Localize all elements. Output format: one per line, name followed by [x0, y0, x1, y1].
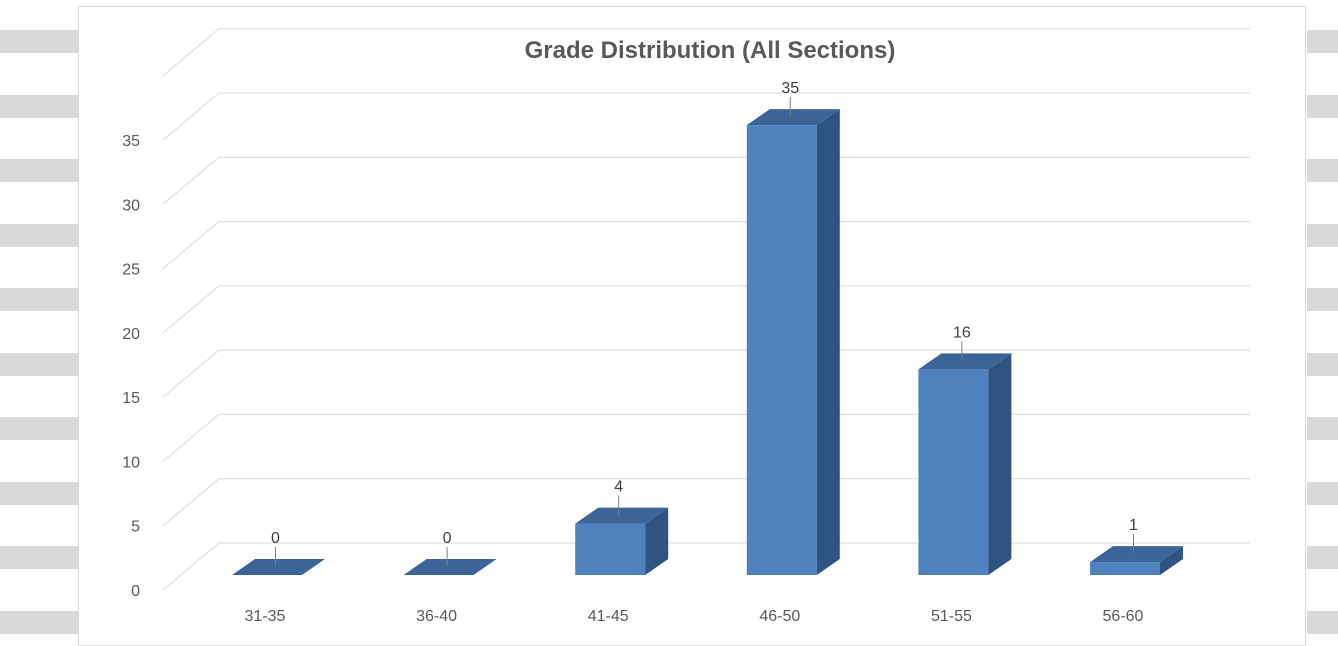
- data-label: 35: [781, 80, 799, 97]
- left-gutter: [0, 0, 78, 638]
- gridlines: [162, 28, 1250, 591]
- y-tick-label: 20: [122, 326, 140, 343]
- x-tick-label: 31-35: [245, 608, 286, 625]
- bar-front: [1090, 562, 1160, 575]
- x-tick-label: 56-60: [1103, 608, 1144, 625]
- x-tick-label: 51-55: [931, 608, 972, 625]
- y-tick-label: 35: [122, 133, 140, 150]
- data-label: 4: [614, 479, 623, 496]
- gutter-band: [1307, 546, 1338, 569]
- bar-side: [1160, 546, 1183, 575]
- bar-side: [988, 353, 1012, 575]
- bar-side: [645, 507, 669, 575]
- gutter-band: [0, 352, 78, 376]
- gutter-band: [0, 159, 78, 182]
- x-tick-label: 41-45: [588, 608, 629, 625]
- data-label: 16: [953, 324, 971, 341]
- bar: [746, 109, 840, 576]
- bar-front: [918, 369, 989, 575]
- bar-top: [232, 559, 325, 575]
- bar: [403, 559, 497, 575]
- gridline-diagonal: [162, 92, 220, 141]
- gutter-band: [1307, 352, 1338, 376]
- gutter-band: [1307, 223, 1338, 247]
- y-tick-label: 25: [122, 262, 140, 279]
- data-label: 1: [1129, 517, 1138, 534]
- bar-top: [746, 109, 840, 126]
- bar-top: [403, 559, 497, 575]
- bars: [232, 109, 1183, 576]
- data-label: 0: [271, 530, 280, 547]
- y-tick-label: 30: [122, 197, 140, 214]
- gutter-band: [0, 417, 78, 440]
- gutter-band: [1307, 481, 1338, 505]
- gutter-band: [0, 223, 78, 247]
- gutter-band: [0, 610, 78, 634]
- x-tick-label: 36-40: [416, 608, 457, 625]
- gutter-band: [0, 288, 78, 311]
- gridline-diagonal: [162, 285, 220, 334]
- gridline-diagonal: [162, 28, 220, 77]
- bar-top: [575, 507, 669, 524]
- gridline-diagonal: [162, 414, 220, 462]
- chart-title: Grade Distribution (All Sections): [525, 37, 896, 64]
- bar-front: [746, 125, 817, 576]
- gridline-diagonal: [162, 478, 220, 527]
- gutter-band: [1307, 159, 1338, 182]
- gutter-band: [1307, 30, 1338, 53]
- bar-top: [918, 353, 1012, 370]
- chart-area: [78, 6, 1306, 646]
- bar: [1090, 546, 1183, 575]
- gutter-band: [0, 481, 78, 505]
- bar-front: [575, 523, 646, 575]
- x-axis-tick-labels: 31-35 36-40 41-45 46-50 51-55 56-60: [245, 608, 1144, 625]
- bar: [918, 353, 1012, 575]
- right-gutter: [1307, 0, 1338, 638]
- y-tick-label: 15: [122, 390, 140, 407]
- bar: [232, 559, 325, 575]
- y-tick-label: 5: [131, 519, 140, 536]
- y-axis-tick-labels: 0 5 10 15 20 25 30 35: [122, 133, 140, 600]
- bar-top: [1090, 546, 1183, 563]
- gutter-band: [1307, 610, 1338, 634]
- gutter-band: [0, 94, 78, 118]
- y-tick-label: 0: [131, 583, 140, 600]
- x-tick-label: 46-50: [759, 608, 800, 625]
- data-label: 0: [443, 530, 452, 547]
- gridline-diagonal: [162, 349, 220, 398]
- gridline-diagonal: [162, 156, 220, 205]
- y-tick-label: 10: [122, 454, 140, 471]
- gridline-diagonal: [162, 221, 220, 269]
- bar: [575, 507, 669, 575]
- data-labels: 0 0 4 35 16 1: [271, 80, 1138, 566]
- gutter-band: [1307, 288, 1338, 311]
- gridline-diagonal: [162, 542, 220, 591]
- gutter-band: [1307, 94, 1338, 118]
- bar-side: [816, 109, 840, 576]
- gutter-band: [0, 30, 78, 53]
- gutter-band: [0, 546, 78, 569]
- gutter-band: [1307, 417, 1338, 440]
